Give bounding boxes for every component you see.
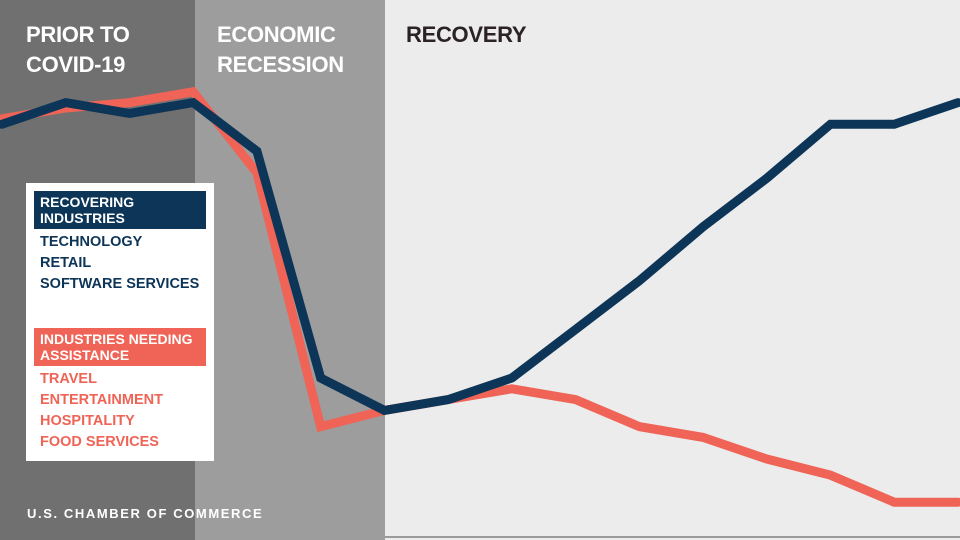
legend-item: ENTERTAINMENT — [40, 392, 163, 408]
legend-recovering-header: RECOVERING INDUSTRIES — [34, 191, 206, 229]
legend-item: SOFTWARE SERVICES — [40, 276, 200, 292]
legend: RECOVERING INDUSTRIES TECHNOLOGY RETAIL … — [26, 183, 214, 461]
legend-item: TECHNOLOGY — [40, 234, 143, 250]
footer-credit: U.S. CHAMBER OF COMMERCE — [27, 506, 264, 521]
legend-item: FOOD SERVICES — [40, 434, 159, 450]
legend-needing-header: INDUSTRIES NEEDING ASSISTANCE — [34, 328, 206, 366]
recovery-phase-band — [385, 0, 960, 540]
legend-item: TRAVEL — [40, 371, 97, 387]
legend-item: RETAIL — [40, 255, 92, 271]
recovering-industries-line — [0, 97, 960, 416]
legend-item: HOSPITALITY — [40, 413, 135, 429]
phase-label-recovery: RECOVERY — [406, 22, 527, 47]
needing-assistance-line — [0, 86, 960, 507]
baseline — [385, 536, 960, 538]
phase-label-recession: ECONOMIC RECESSION — [217, 22, 344, 77]
phase-label-prior: PRIOR TO COVID-19 — [26, 22, 130, 77]
